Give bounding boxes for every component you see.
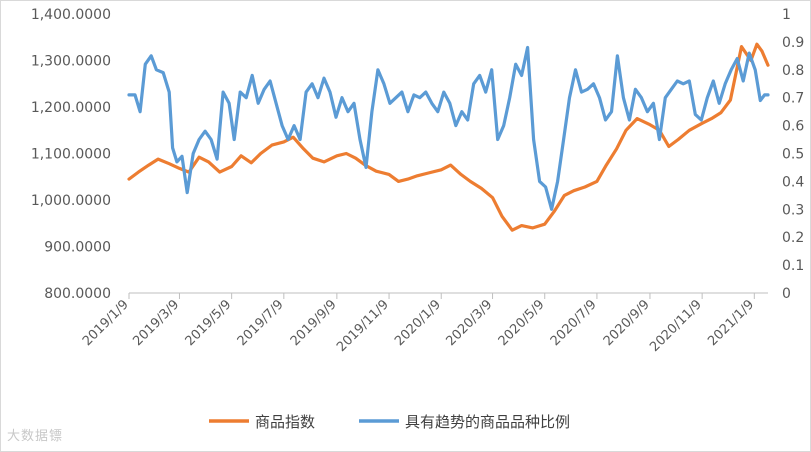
x-tick-label: 2019/7/9 (235, 297, 287, 349)
x-tick-label: 2020/11/9 (647, 297, 705, 355)
series-layer (127, 42, 770, 232)
x-tick-label: 2019/5/9 (183, 297, 235, 349)
left-tick-label: 1,100.0000 (31, 147, 111, 163)
x-tick-label: 2021/1/9 (705, 297, 757, 349)
left-axis-ticks: 800.0000 900.0000 1,000.0000 1,100.0000 1,20… (31, 7, 111, 302)
series-line (127, 45, 770, 211)
left-tick-label: 1,300.0000 (31, 54, 111, 70)
x-tick-label: 2020/9/9 (601, 297, 653, 349)
legend: 商品指数 具有趋势的商品品种比例 (209, 413, 570, 431)
series-line (127, 42, 770, 232)
left-tick-label: 1,400.0000 (31, 7, 111, 23)
right-tick-label: 0.8 (782, 63, 804, 79)
legend-label: 具有趋势的商品品种比例 (405, 413, 570, 431)
left-tick-label: 1,200.0000 (31, 100, 111, 116)
x-tick-label: 2019/1/9 (80, 297, 132, 349)
x-tick-label: 2019/9/9 (288, 297, 340, 349)
right-tick-label: 0.6 (782, 119, 804, 135)
right-tick-label: 1 (782, 7, 791, 23)
right-tick-label: 0.2 (782, 230, 804, 246)
left-tick-label: 900.0000 (44, 240, 111, 256)
x-axis (128, 292, 768, 299)
right-tick-label: 0.7 (782, 91, 804, 107)
watermark-text: 大数据镖 (7, 429, 64, 444)
x-tick-label: 2019/3/9 (130, 297, 182, 349)
legend-label: 商品指数 (255, 413, 315, 431)
right-tick-label: 0.4 (782, 174, 804, 190)
x-tick-label: 2020/1/9 (392, 297, 444, 349)
x-tick-label: 2020/3/9 (443, 297, 495, 349)
left-tick-label: 800.0000 (44, 286, 111, 302)
x-tick-label: 2019/11/9 (334, 297, 392, 355)
right-tick-label: 0.5 (782, 147, 804, 163)
right-axis-ticks: 0 0.1 0.2 0.3 0.4 0.5 0.6 0.7 0.8 0.9 1 (782, 7, 804, 302)
right-tick-label: 0.1 (782, 258, 804, 274)
right-tick-label: 0 (782, 286, 791, 302)
right-tick-label: 0.3 (782, 202, 804, 218)
x-tick-label: 2020/5/9 (496, 297, 548, 349)
x-tick-label: 2020/7/9 (548, 297, 600, 349)
right-tick-label: 0.9 (782, 35, 804, 51)
left-tick-label: 1,000.0000 (31, 193, 111, 209)
